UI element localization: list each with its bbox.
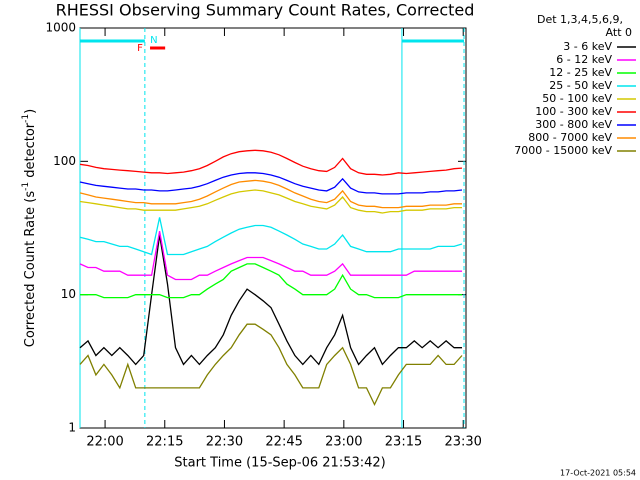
series-line xyxy=(79,323,463,407)
series-line xyxy=(79,179,462,209)
x-tick-label: 23:00 xyxy=(325,435,362,450)
y-axis-label-part: -1 xyxy=(21,182,31,191)
y-tick-label: 10 xyxy=(61,287,76,301)
x-tick-label: 23:30 xyxy=(444,435,481,450)
x-axis-label: Start Time (15-Sep-06 21:53:42) xyxy=(174,456,385,471)
legend-label: 300 - 800 keV xyxy=(535,118,612,131)
series-line xyxy=(80,263,462,299)
series-line xyxy=(79,149,463,176)
y-tick-label: 100 xyxy=(53,154,76,168)
legend-label: 50 - 100 keV xyxy=(542,92,612,105)
y-axis-label-part: -1 xyxy=(21,114,31,123)
footer: 17-Oct-2021 05:54 xyxy=(560,469,636,478)
series-line xyxy=(79,230,462,281)
y-axis-label-part: detector xyxy=(23,122,38,182)
y-tick-label: 1000 xyxy=(45,21,76,35)
x-tick-label: 23:15 xyxy=(385,435,422,450)
x-tick-label: 22:15 xyxy=(146,435,183,450)
legend-label: 7000 - 15000 keV xyxy=(514,144,612,157)
y-axis-label: Corrected Count Rate (s-1 detector-1) xyxy=(21,109,38,347)
series-line xyxy=(79,234,462,366)
x-tick-label: 22:30 xyxy=(206,435,243,450)
legend-label: 6 - 12 keV xyxy=(556,53,612,66)
series-line xyxy=(79,189,462,214)
legend-label: 25 - 50 keV xyxy=(549,79,612,92)
series-line xyxy=(79,217,463,256)
legend-header: Det 1,3,4,5,6,9, xyxy=(537,13,623,26)
x-tick-label: 22:00 xyxy=(86,435,123,450)
y-tick-label: 1 xyxy=(68,421,76,435)
y-axis-label-part: ) xyxy=(23,109,38,114)
series-line xyxy=(79,172,463,195)
flare-label: F xyxy=(137,43,143,54)
legend-label: 800 - 7000 keV xyxy=(528,131,612,144)
x-tick-label: 22:45 xyxy=(265,435,302,450)
legend-label: 100 - 300 keV xyxy=(535,105,612,118)
legend-label: 12 - 25 keV xyxy=(549,66,612,79)
legend-header: Att 0 xyxy=(606,26,632,39)
night-label: N xyxy=(150,35,157,46)
chart-title: RHESSI Observing Summary Count Rates, Co… xyxy=(56,1,475,20)
legend-label: 3 - 6 keV xyxy=(563,40,612,53)
y-axis-label-part: Corrected Count Rate (s xyxy=(23,191,38,348)
